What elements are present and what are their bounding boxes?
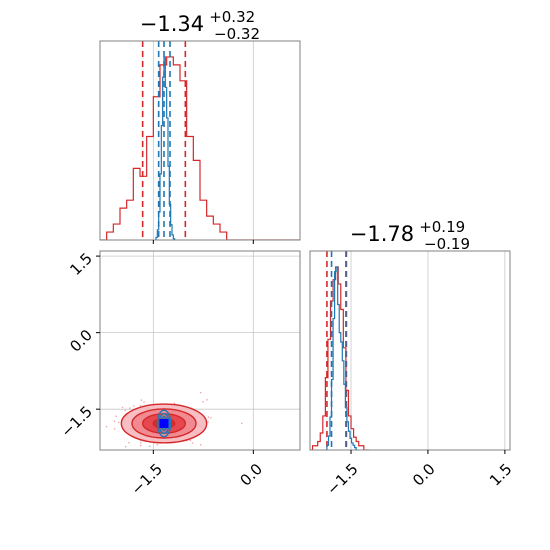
sample-point: [202, 401, 204, 403]
sample-point: [115, 415, 117, 417]
ticks: −1.5 0.0 1.5 0.0 −1.5: [58, 249, 267, 498]
sample-point: [133, 405, 135, 407]
sample-point: [143, 401, 145, 403]
sample-point: [128, 441, 130, 444]
histogram-series-0: [100, 56, 300, 240]
x-ticks: [152, 240, 254, 244]
sample-point: [156, 443, 159, 446]
grid: [152, 41, 254, 240]
truth-marker: [159, 418, 169, 428]
axes-frame: [309, 250, 511, 451]
title-value: −1.78: [350, 222, 414, 246]
axes-frame: [99, 250, 301, 451]
sample-point: [191, 442, 194, 444]
sample-point: [207, 416, 210, 419]
marginal-panel-param-1: −1.34 +0.32 −0.32: [99, 7, 301, 244]
sample-point: [117, 421, 120, 424]
sample-point: [207, 421, 209, 423]
sample-point: [113, 420, 116, 423]
x-tick-label: 0.0: [409, 460, 439, 490]
sample-point: [124, 409, 126, 412]
title-minus: −0.32: [214, 25, 260, 43]
sample-point: [140, 399, 143, 401]
sample-point: [240, 422, 243, 425]
histograms: [310, 251, 369, 450]
x-ticks: −1.5 0.0 1.5: [323, 450, 516, 499]
sample-point: [124, 445, 127, 448]
sample-point: [140, 442, 142, 444]
title: −1.34 +0.32 −0.32: [140, 7, 261, 43]
marginal-panel-param-2: −1.5 0.0 1.5 −1.78 +0.19 −0.19: [309, 217, 516, 499]
x-tick-label: −1.5: [323, 460, 361, 498]
sample-point: [105, 425, 108, 428]
sample-point: [155, 451, 157, 453]
sample-point: [199, 391, 202, 394]
title-plus: +0.19: [419, 218, 465, 236]
histogram-series-0: [310, 266, 369, 450]
grid: [100, 251, 300, 450]
x-tick-label: −1.5: [128, 460, 166, 498]
sample-point: [65, 409, 67, 411]
x-tick-label: 1.5: [486, 460, 516, 490]
axes-frame: [99, 40, 301, 241]
grid: [350, 251, 506, 450]
density-contours: [65, 391, 243, 453]
sample-point: [189, 439, 192, 442]
sample-point: [199, 444, 202, 446]
sample-point: [148, 445, 151, 448]
title-minus: −0.19: [424, 235, 470, 253]
y-tick-label: −1.5: [58, 402, 96, 440]
y-tick-label: 1.5: [66, 249, 96, 279]
sample-point: [113, 428, 116, 430]
sample-point: [206, 399, 208, 401]
sample-point: [139, 444, 142, 447]
x-tick-label: 0.0: [236, 460, 266, 490]
title-plus: +0.32: [209, 8, 255, 26]
sample-point: [129, 407, 131, 409]
sample-point: [173, 402, 176, 405]
y-tick-label: 0.0: [66, 326, 96, 356]
sample-point: [121, 406, 124, 409]
sample-point: [210, 417, 212, 419]
histogram-series-1: [325, 266, 358, 450]
title-value: −1.34: [140, 12, 204, 36]
joint-panel: −1.5 0.0 1.5 0.0 −1.5: [58, 249, 301, 499]
histograms: [100, 41, 300, 240]
sample-point: [139, 404, 142, 407]
title: −1.78 +0.19 −0.19: [350, 217, 471, 253]
